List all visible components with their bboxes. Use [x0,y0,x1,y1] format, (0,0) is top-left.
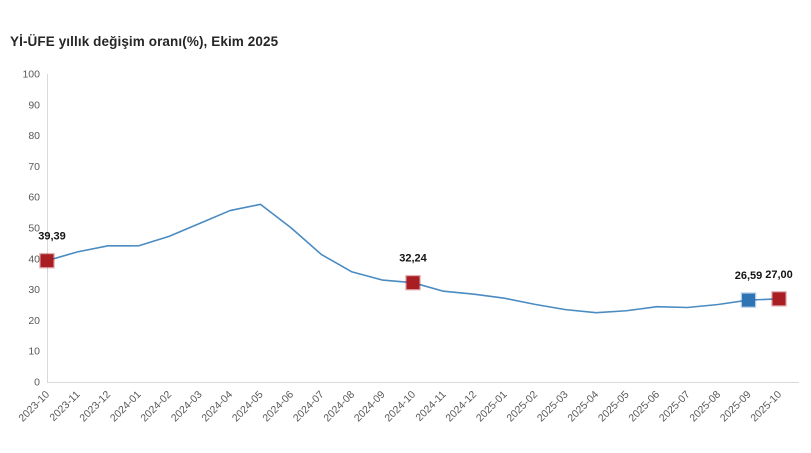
x-tick-label: 2023-12 [77,389,113,425]
y-tick-label: 10 [28,346,40,358]
data-marker-2025-09 [740,292,757,308]
y-tick-label: 100 [22,69,40,81]
annotation-label-2025-09: 26,59 [735,270,763,282]
annotation-label-2025-10: 27,00 [765,269,793,281]
x-tick-label: 2025-01 [474,389,510,425]
y-tick-label: 50 [28,223,40,235]
x-tick-label: 2024-03 [169,389,205,425]
x-tick-label: 2025-02 [504,389,540,425]
data-marker-2024-10 [405,274,421,291]
y-tick-label: 0 [34,377,40,389]
y-tick-label: 30 [28,284,40,296]
x-tick-label: 2024-04 [199,389,235,425]
data-marker-2023-10 [39,252,55,269]
x-tick-label: 2023-10 [16,389,52,425]
x-tick-label: 2025-09 [718,389,754,425]
x-tick-label: 2024-06 [260,389,296,425]
y-tick-label: 80 [28,130,40,142]
x-tick-label: 2024-02 [138,389,174,425]
x-tick-label: 2025-04 [565,389,601,425]
y-tick-label: 40 [28,253,40,265]
y-tick-label: 20 [28,315,40,327]
x-tick-label: 2024-12 [443,389,479,425]
x-tick-label: 2023-11 [47,389,82,424]
y-tick-label: 70 [28,161,40,173]
x-tick-label: 2025-07 [657,389,693,425]
x-tick-label: 2024-09 [352,389,388,425]
y-tick-label: 90 [28,99,40,111]
y-tick-label: 60 [28,192,40,204]
x-tick-label: 2025-06 [626,389,662,425]
x-tick-label: 2024-08 [321,389,357,425]
chart-title: Yİ-ÜFE yıllık değişim oranı(%), Ekim 202… [10,34,279,49]
x-tick-label: 2025-05 [596,389,632,425]
x-tick-label: 2025-08 [687,389,723,425]
x-tick-label: 2024-07 [291,389,327,425]
x-tick-label: 2024-10 [382,389,418,425]
x-tick-label: 2024-05 [230,389,266,425]
x-tick-label: 2025-10 [748,389,784,425]
annotation-label-2023-10: 39,39 [38,231,66,243]
annotation-label-2024-10: 32,24 [399,253,427,265]
x-tick-label: 2024-11 [413,389,448,424]
x-tick-label: 2025-03 [535,389,571,425]
x-tick-label: 2024-01 [108,389,144,425]
data-marker-2025-10 [771,291,787,307]
